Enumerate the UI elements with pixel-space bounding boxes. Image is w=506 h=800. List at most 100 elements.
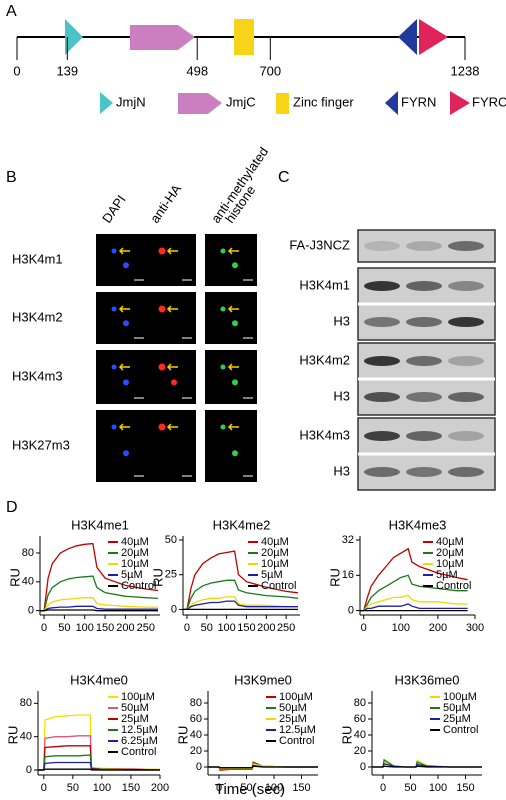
row-label: H3K27m3 (12, 437, 70, 452)
x-tick-label: 0 (216, 782, 222, 794)
y-tick-label: 32 (342, 534, 354, 546)
series-line (208, 765, 318, 769)
legend-label: 10µM (261, 558, 289, 570)
series-line (372, 765, 482, 768)
blot-label: H3 (333, 463, 350, 478)
y-tick-label: 0 (360, 761, 366, 773)
position-label: 498 (186, 63, 208, 78)
series-line (40, 609, 158, 612)
y-tick-label: 80 (190, 697, 202, 709)
fyrn-domain (398, 19, 417, 55)
y-tick-label: 0 (196, 761, 202, 773)
cell-signal (220, 364, 226, 370)
legend-label: 10µM (436, 558, 464, 570)
blot-label: H3 (333, 313, 350, 328)
micrograph (144, 350, 196, 404)
legend-label: FYRN (401, 94, 436, 109)
cell-signal (158, 305, 166, 313)
legend-label: 12.5µM (121, 724, 158, 736)
blot-label: H3K4m2 (299, 352, 350, 367)
series-line (360, 547, 468, 612)
x-tick-label: 100 (93, 782, 111, 794)
y-tick-label: 40 (354, 729, 366, 741)
x-tick-label: 300 (466, 622, 484, 634)
x-tick-label: 250 (277, 622, 295, 634)
x-tick-label: 200 (116, 622, 134, 634)
legend-label: 5µM (261, 569, 283, 581)
y-tick-label: 20 (190, 745, 202, 757)
cell-signal (232, 379, 238, 386)
jmjc-domain (130, 25, 195, 50)
row-label: H3K4m3 (12, 368, 63, 383)
legend-label: 12.5µM (279, 724, 316, 736)
x-tick-label: 50 (58, 622, 70, 634)
cell-signal (220, 306, 226, 312)
x-tick-label: 200 (257, 622, 275, 634)
arrow (118, 305, 130, 313)
cell-signal (111, 248, 117, 254)
panel-label: A (6, 3, 17, 20)
y-axis-label: RU (339, 726, 354, 745)
y-axis-label: RU (5, 726, 20, 745)
y-axis-label: RU (175, 726, 190, 745)
cell-signal (220, 424, 226, 430)
series-line (360, 574, 468, 612)
x-tick-label: 50 (201, 622, 213, 634)
band (448, 467, 484, 477)
legend-label: 40µM (436, 536, 464, 548)
x-tick-label: 0 (380, 782, 386, 794)
band (364, 356, 400, 366)
y-tick-label: 25 (165, 569, 177, 581)
y-tick-label: 40 (20, 731, 32, 743)
position-label: 139 (56, 63, 78, 78)
chart-title: H3K4me1 (71, 517, 129, 532)
micrograph (144, 410, 196, 482)
series-line (40, 542, 159, 612)
arrow (227, 423, 239, 431)
y-tick-label: 40 (190, 729, 202, 741)
legend-label: FYRC (472, 94, 506, 109)
series-line (183, 550, 299, 611)
series-line (183, 579, 299, 611)
y-tick-label: 0 (348, 604, 354, 616)
legend-icon (385, 91, 398, 115)
band (448, 392, 484, 402)
legend-label: Control (436, 580, 471, 592)
blot-label: H3K4m3 (299, 427, 350, 442)
panel-label: B (6, 169, 17, 186)
legend-label: 40µM (261, 536, 289, 548)
y-axis-label: RU (150, 568, 165, 587)
cell-signal (111, 364, 117, 370)
legend-label: 25µM (443, 713, 471, 725)
column-header: anti-HA (147, 181, 184, 225)
chart-title: H3K9me0 (234, 672, 292, 687)
y-tick-label: 60 (190, 713, 202, 725)
x-tick-label: 200 (429, 622, 447, 634)
blot-label: H3 (333, 388, 350, 403)
band (364, 467, 400, 477)
blot-label: FA-J3NCZ (289, 237, 350, 252)
cell-signal (111, 306, 117, 312)
legend-label: 5µM (436, 569, 458, 581)
y-tick-label: 40 (22, 576, 34, 588)
arrow (118, 423, 130, 431)
cell-signal (232, 262, 238, 269)
arrow (166, 363, 178, 371)
x-tick-label: 0 (41, 622, 47, 634)
band (406, 241, 442, 251)
x-tick-label: 150 (96, 622, 114, 634)
column-header: DAPI (99, 192, 129, 225)
y-tick-label: 80 (20, 697, 32, 709)
arrow (118, 247, 130, 255)
band (406, 317, 442, 327)
y-tick-label: 0 (171, 603, 177, 615)
band (364, 392, 400, 402)
x-tick-label: 200 (151, 782, 169, 794)
series-line (183, 600, 298, 611)
jmjn-domain (65, 19, 83, 55)
micrograph (96, 350, 148, 404)
band (406, 467, 442, 477)
band (406, 281, 442, 291)
cell-signal (123, 379, 129, 386)
